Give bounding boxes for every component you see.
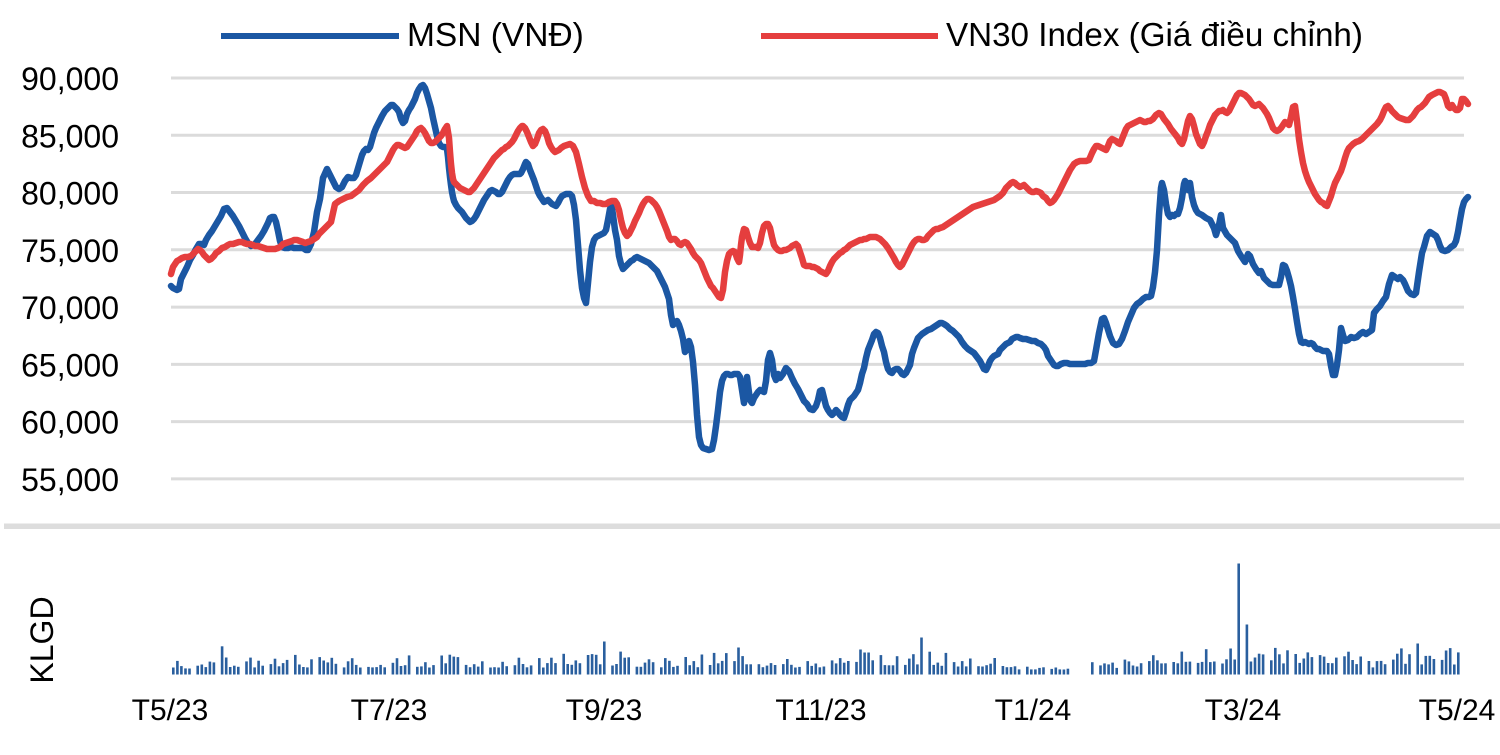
svg-text:T5/24: T5/24	[1419, 694, 1496, 727]
svg-text:T9/23: T9/23	[566, 694, 643, 727]
svg-text:T1/24: T1/24	[995, 694, 1072, 727]
svg-text:80,000: 80,000	[21, 176, 119, 212]
svg-text:T7/23: T7/23	[351, 694, 428, 727]
svg-text:KLGD: KLGD	[24, 596, 60, 683]
svg-text:T3/24: T3/24	[1205, 694, 1282, 727]
svg-text:90,000: 90,000	[21, 61, 119, 97]
svg-text:T11/23: T11/23	[775, 694, 866, 727]
svg-text:75,000: 75,000	[21, 233, 119, 269]
svg-text:T5/23: T5/23	[132, 694, 209, 727]
svg-text:65,000: 65,000	[21, 347, 119, 383]
svg-text:85,000: 85,000	[21, 118, 119, 154]
svg-text:VN30 Index (Giá điều chỉnh): VN30 Index (Giá điều chỉnh)	[946, 17, 1363, 54]
svg-text:60,000: 60,000	[21, 405, 119, 441]
svg-text:MSN (VNĐ): MSN (VNĐ)	[407, 17, 584, 54]
svg-text:70,000: 70,000	[21, 290, 119, 326]
svg-text:55,000: 55,000	[21, 462, 119, 498]
